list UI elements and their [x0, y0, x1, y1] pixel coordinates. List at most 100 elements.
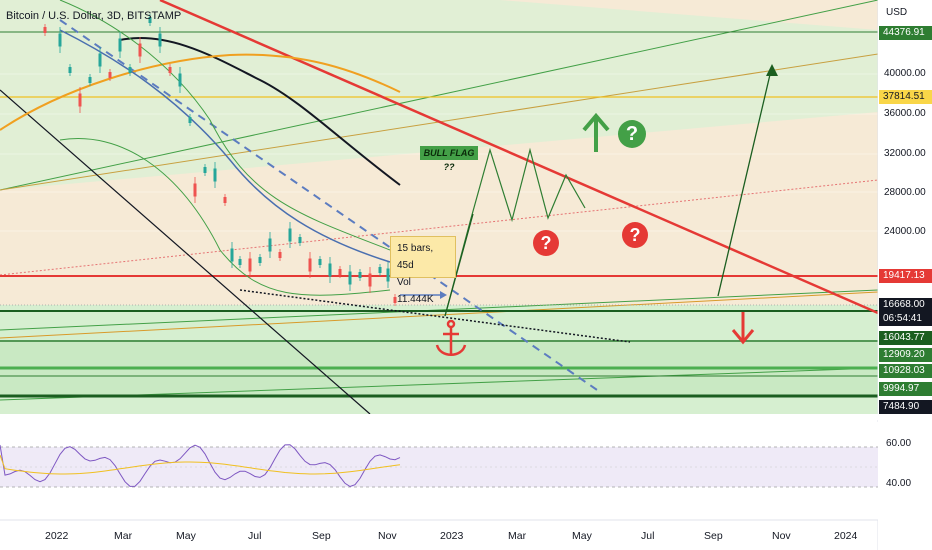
candle-body — [58, 33, 62, 47]
rsi-tick: 40.00 — [886, 478, 912, 489]
candle-body — [128, 67, 132, 73]
currency-label: USD — [886, 7, 908, 18]
candle-body — [386, 268, 390, 282]
bull-flag-projection — [444, 147, 586, 317]
red-dotted-line — [0, 179, 879, 276]
time-label: Mar — [114, 530, 133, 542]
countdown-badge: 06:54:41 — [879, 312, 932, 326]
bars-range-tooltip: 15 bars, 45d Vol 11.444K — [390, 236, 456, 305]
blue-dashed-line — [59, 19, 601, 393]
candle-body — [68, 67, 72, 73]
candle-body — [213, 168, 217, 182]
candle-body — [88, 77, 92, 83]
candle-body — [118, 38, 122, 52]
price-badge-10928: 10928.03 — [879, 364, 932, 378]
symbol-title: Bitcoin / U.S. Dollar, 3D, BITSTAMP — [6, 10, 182, 22]
time-label: Jul — [248, 530, 262, 542]
tooltip-bars: 15 bars, 45d — [397, 243, 434, 271]
orange-trendline-lower — [0, 291, 879, 339]
time-label: 2022 — [45, 530, 69, 542]
candle-body — [178, 73, 182, 87]
candle-body — [393, 297, 397, 303]
candle-body — [258, 257, 262, 263]
candle-body — [138, 43, 142, 57]
candle-body — [223, 197, 227, 203]
anchor-icon — [435, 319, 467, 356]
price-badge-9994: 9994.97 — [879, 382, 932, 396]
time-label: Sep — [312, 530, 331, 542]
green-up-arrow — [582, 112, 610, 152]
price-badge-12909: 12909.20 — [879, 348, 932, 362]
candle-body — [43, 27, 47, 33]
time-label: 2024 — [834, 530, 858, 542]
rsi-line — [0, 444, 401, 488]
candle-body — [348, 271, 352, 285]
question-mark-red-icon: ? — [622, 222, 648, 248]
candle-body — [278, 252, 282, 258]
time-label: 2023 — [440, 530, 464, 542]
candle-body — [328, 263, 332, 277]
candle-body — [78, 93, 82, 107]
bollinger-band-upper — [59, 0, 391, 251]
ma-orange-line — [0, 53, 401, 131]
price-tick: 24000.00 — [884, 226, 926, 237]
black-dotted-line — [239, 289, 631, 343]
rsi-tick: 60.00 — [886, 438, 912, 449]
projection-arrow-head — [766, 64, 778, 76]
tooltip-volume: Vol 11.444K — [397, 277, 434, 305]
candle-body — [298, 237, 302, 243]
price-badge-44376: 44376.91 — [879, 26, 932, 40]
candle-body — [158, 33, 162, 47]
price-badge-19417: 19417.13 — [879, 269, 932, 283]
price-badge-current: 16668.00 — [879, 298, 932, 312]
candle-body — [168, 67, 172, 73]
candle-body — [203, 167, 207, 173]
candle-body — [318, 259, 322, 265]
candle-body — [338, 269, 342, 275]
blue-measure-arrow-head — [440, 291, 447, 299]
black-diagonal-line — [0, 89, 371, 415]
projection-arrow-mid — [444, 213, 474, 317]
candle-body — [308, 258, 312, 272]
time-label: May — [176, 530, 196, 542]
candle-body — [193, 183, 197, 197]
price-tick: 40000.00 — [884, 68, 926, 79]
rsi-ma-line — [0, 454, 401, 475]
ma-blue-line — [59, 29, 391, 263]
candle-body — [368, 273, 372, 287]
candle-body — [238, 259, 242, 265]
time-label: Nov — [772, 530, 791, 542]
question-mark-green-icon: ? — [618, 120, 646, 148]
candle-body — [148, 17, 152, 23]
candle-body — [358, 272, 362, 278]
bollinger-band-lower — [59, 138, 391, 296]
time-label: May — [572, 530, 592, 542]
price-tick: 36000.00 — [884, 108, 926, 119]
red-down-arrow — [731, 312, 755, 345]
price-badge-37814: 37814.51 — [879, 90, 932, 104]
candle-body — [288, 228, 292, 242]
time-label: Jul — [641, 530, 655, 542]
price-tick: 32000.00 — [884, 148, 926, 159]
price-tick: 28000.00 — [884, 187, 926, 198]
time-label: Sep — [704, 530, 723, 542]
candle-body — [248, 258, 252, 272]
candle-body — [230, 248, 234, 262]
bull-flag-label: BULL FLAG ?? — [420, 146, 478, 172]
red-downtrend-line — [159, 0, 879, 315]
time-label: Nov — [378, 530, 397, 542]
candles-group — [43, 14, 397, 306]
ma-200-line — [119, 37, 401, 186]
candle-body — [268, 238, 272, 252]
projection-arrow-long — [717, 65, 773, 297]
price-badge-16043: 16043.77 — [879, 331, 932, 345]
time-label: Mar — [508, 530, 527, 542]
question-mark-red-icon: ? — [533, 230, 559, 256]
candle-body — [378, 267, 382, 273]
price-badge-7484: 7484.90 — [879, 400, 932, 414]
candle-body — [188, 117, 192, 123]
candle-body — [108, 72, 112, 78]
candle-body — [98, 53, 102, 67]
